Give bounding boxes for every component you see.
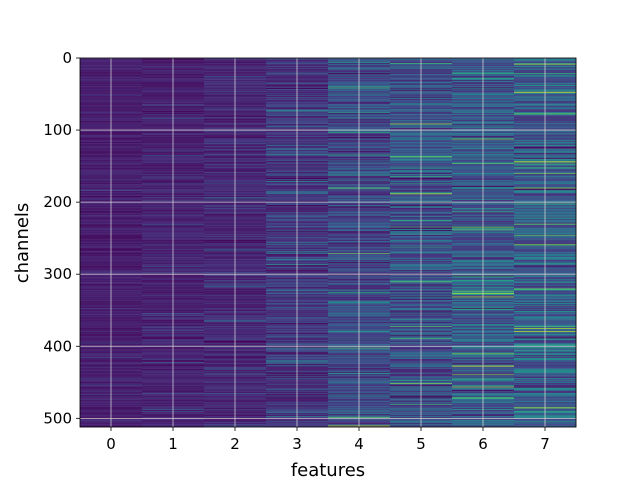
x-tick-label: 4	[354, 435, 364, 453]
x-tick-label: 7	[540, 435, 550, 453]
x-axis-label: features	[291, 460, 365, 480]
y-tick-label: 500	[43, 409, 72, 427]
heatmap-cells	[80, 58, 577, 428]
x-tick-label: 0	[106, 435, 116, 453]
y-tick-label: 200	[43, 193, 72, 211]
y-axis-ticks: 0 100 200 300 400 500	[43, 49, 80, 427]
y-tick-label: 0	[62, 49, 72, 67]
x-tick-label: 6	[478, 435, 488, 453]
x-tick-label: 3	[292, 435, 302, 453]
x-axis-ticks: 0 1 2 3 4 5 6 7	[106, 427, 550, 453]
y-tick-label: 400	[43, 337, 72, 355]
x-tick-label: 5	[416, 435, 426, 453]
y-axis-label: channels	[12, 203, 33, 284]
x-tick-label: 1	[168, 435, 178, 453]
y-tick-label: 100	[43, 121, 72, 139]
x-tick-label: 2	[230, 435, 240, 453]
grid-lines	[80, 57, 576, 427]
y-tick-label: 300	[43, 265, 72, 283]
plot-frame	[79, 57, 577, 428]
